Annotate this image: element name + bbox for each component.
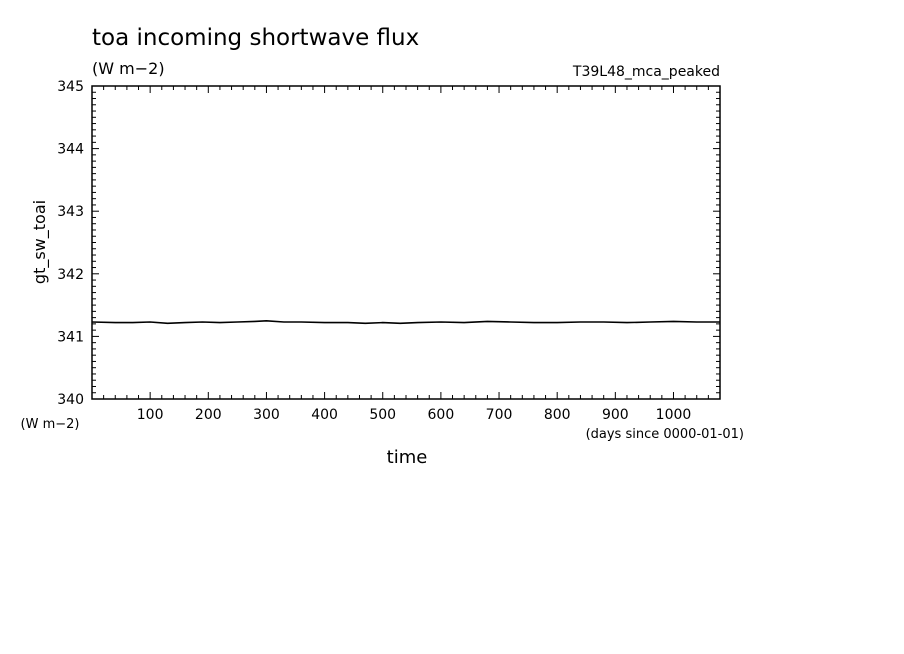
y-tick-label: 343 <box>57 204 84 220</box>
x-tick-label: 700 <box>486 407 513 423</box>
x-axis-label: time <box>387 447 428 468</box>
x-tick-label: 100 <box>137 407 164 423</box>
x-tick-label: 300 <box>253 407 280 423</box>
plot-frame <box>91 85 721 400</box>
y-tick-label: 340 <box>57 392 84 408</box>
y-axis-label: gt_sw_toai <box>30 200 50 284</box>
y-tick-label: 345 <box>57 79 84 95</box>
tick-marks <box>92 86 720 399</box>
series-layer <box>91 319 720 325</box>
chart-units: (W m−2) <box>92 59 165 78</box>
x-tick-label: 200 <box>195 407 222 423</box>
chart-title: toa incoming shortwave flux <box>92 25 419 51</box>
y-tick-label: 344 <box>57 142 84 158</box>
tick-labels: 100 200 300 400 500 600 700 800 900 1000 340 341 342… <box>57 79 691 423</box>
x-tick-label: 400 <box>311 407 338 423</box>
y-tick-label: 341 <box>57 329 84 345</box>
y-axis-units: (W m−2) <box>21 417 80 432</box>
x-tick-label: 600 <box>428 407 455 423</box>
x-tick-label: 1000 <box>656 407 692 423</box>
x-tick-label: 800 <box>544 407 571 423</box>
experiment-label: T39L48_mca_peaked <box>572 64 720 80</box>
x-tick-label: 900 <box>602 407 629 423</box>
y-tick-label: 342 <box>57 267 84 283</box>
x-tick-label: 500 <box>369 407 396 423</box>
x-axis-units: (days since 0000-01-01) <box>586 427 744 442</box>
series-line <box>91 319 720 325</box>
